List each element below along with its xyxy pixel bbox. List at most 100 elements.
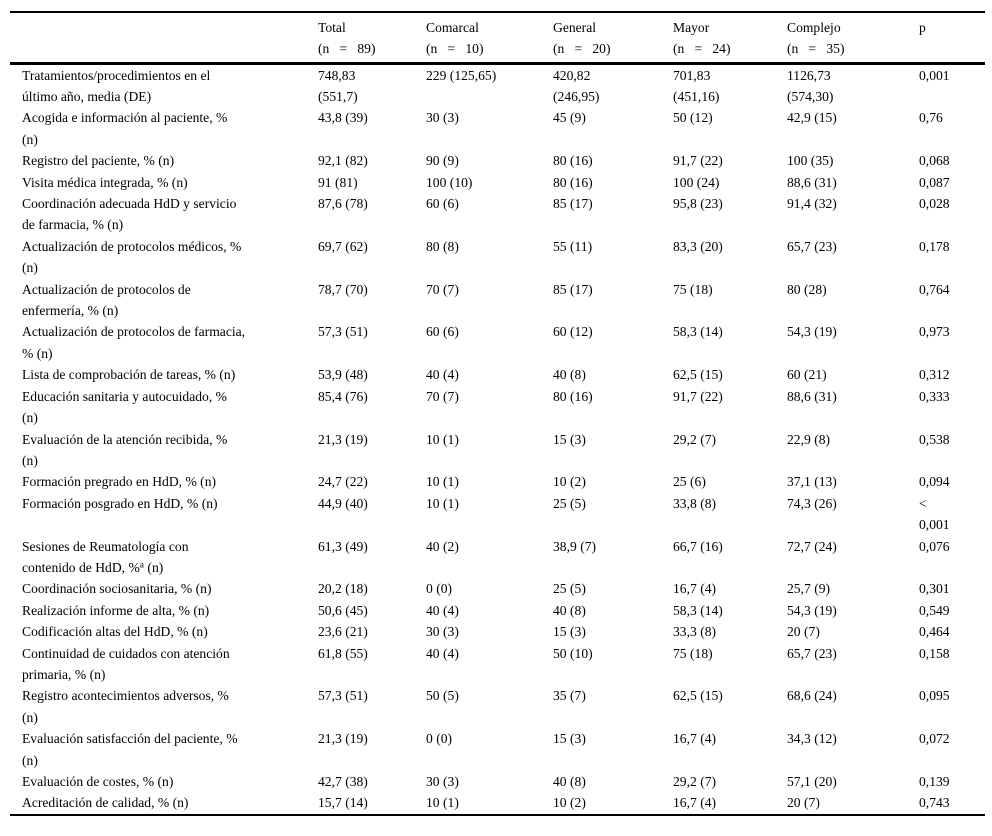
cell-p: 0,178 <box>919 238 950 254</box>
row-label-sup: a <box>139 560 145 571</box>
row-label: Codificación altas del HdD, % (n) <box>10 621 318 642</box>
column-title: p <box>919 20 926 35</box>
cell-p: 0,549 <box>919 602 950 618</box>
table-row: Acogida e información al paciente, % (n)… <box>10 107 985 150</box>
paper-table-container: Total (n = 89) Comarcal (n = 10) General (n… <box>10 11 985 816</box>
row-label-text: Realización informe de alta, % (n) <box>22 602 210 618</box>
row-label: Evaluación de la atención recibida, % (n… <box>10 429 318 472</box>
column-header-general: General (n = 20) <box>553 12 673 65</box>
cell-value: 69,7 (62) <box>318 238 368 254</box>
cell-value: 16,7 (4) <box>673 731 717 747</box>
row-label-text: Actualización de protocolos médicos, % (… <box>22 238 242 276</box>
cell-value: 100 (24) <box>673 174 720 190</box>
cell-value: 60 (21) <box>787 367 827 383</box>
table-row: Tratamientos/procedimientos en el último… <box>10 63 985 107</box>
table-row: Evaluación de la atención recibida, % (n… <box>10 429 985 472</box>
row-label: Formación posgrado en HdD, % (n) <box>10 493 318 536</box>
cell-value: 53,9 (48) <box>318 367 368 383</box>
cell-value: 701,83 (451,16) <box>673 67 720 104</box>
row-label: Actualización de protocolos médicos, % (… <box>10 236 318 279</box>
cell-value: 85,4 (76) <box>318 388 368 404</box>
cell-value: 80 (8) <box>426 238 459 254</box>
cell-value: 30 (3) <box>426 110 459 126</box>
row-label-text: Registro acontecimientos adversos, % (n) <box>22 688 229 725</box>
cell-value: 100 (10) <box>426 174 473 190</box>
cell-value: 0 (0) <box>426 581 453 597</box>
table-row: Actualización de protocolos de farmacia,… <box>10 321 985 364</box>
cell-value: 50 (5) <box>426 688 459 704</box>
cell-value: 38,9 (7) <box>553 538 597 554</box>
row-label-text: Tratamientos/procedimientos en el último… <box>22 67 211 104</box>
table-row: Evaluación satisfacción del paciente, % … <box>10 728 985 771</box>
cell-p: 0,538 <box>919 431 950 447</box>
row-label-text: Registro del paciente, % (n) <box>22 153 175 169</box>
cell-value: 74,3 (26) <box>787 495 837 511</box>
column-title: Comarcal <box>426 20 479 35</box>
column-header-p: p <box>919 12 985 65</box>
table-row: Formación pregrado en HdD, % (n) 24,7 (22… <box>10 471 985 492</box>
column-header-total: Total (n = 89) <box>318 12 426 65</box>
row-label: Coordinación sociosanitaria, % (n) <box>10 578 318 599</box>
table-row: Sesiones de Reumatología con contenido d… <box>10 536 985 579</box>
row-label-text: Formación posgrado en HdD, % (n) <box>22 495 218 511</box>
cell-value: 65,7 (23) <box>787 238 837 254</box>
cell-value: 44,9 (40) <box>318 495 368 511</box>
table-row: Coordinación adecuada HdD y servicio de … <box>10 193 985 236</box>
cell-value: 34,3 (12) <box>787 731 837 747</box>
cell-value: 80 (16) <box>553 388 593 404</box>
row-label-text: Evaluación de costes, % (n) <box>22 774 174 789</box>
cell-p: 0,301 <box>919 581 950 597</box>
cell-value: 25 (6) <box>673 474 706 490</box>
cell-value: 0 (0) <box>426 731 453 747</box>
cell-p: 0,464 <box>919 624 950 640</box>
cell-value: 15 (3) <box>553 431 586 447</box>
cell-p: 0,333 <box>919 388 950 404</box>
cell-value: 70 (7) <box>426 281 459 297</box>
cell-value: 748,83 (551,7) <box>318 67 358 104</box>
column-title: Complejo <box>787 20 841 35</box>
cell-value: 54,3 (19) <box>787 324 837 340</box>
cell-value: 60 (12) <box>553 324 593 340</box>
cell-p: 0,072 <box>919 731 950 747</box>
cell-value: 10 (2) <box>553 474 586 490</box>
cell-p: 0,094 <box>919 474 950 490</box>
cell-value: 50 (12) <box>673 110 713 126</box>
cell-value: 88,6 (31) <box>787 174 837 190</box>
cell-value: 57,3 (51) <box>318 688 368 704</box>
cell-value: 57,1 (20) <box>787 774 837 789</box>
cell-value: 100 (35) <box>787 153 834 169</box>
row-label-text: Actualización de protocolos de enfermerí… <box>22 281 191 319</box>
row-label: Lista de comprobación de tareas, % (n) <box>10 364 318 385</box>
cell-value: 29,2 (7) <box>673 431 717 447</box>
row-label-text: Sesiones de Reumatología con contenido d… <box>22 538 189 575</box>
row-label: Evaluación satisfacción del paciente, % … <box>10 728 318 771</box>
row-label: Registro del paciente, % (n) <box>10 150 318 171</box>
row-label-text: Coordinación sociosanitaria, % (n) <box>22 581 212 597</box>
cell-p: 0,001 <box>919 67 950 83</box>
row-label-text: Codificación altas del HdD, % (n) <box>22 624 208 640</box>
row-label-text: Lista de comprobación de tareas, % (n) <box>22 367 236 383</box>
cell-value: 50 (10) <box>553 645 593 661</box>
table-row: Continuidad de cuidados con atención pri… <box>10 643 985 686</box>
row-label: Continuidad de cuidados con atención pri… <box>10 643 318 686</box>
cell-value: 43,8 (39) <box>318 110 368 126</box>
cell-p: 0,076 <box>919 538 950 554</box>
row-label: Tratamientos/procedimientos en el último… <box>10 63 318 107</box>
row-label: Registro acontecimientos adversos, % (n) <box>10 685 318 728</box>
cell-value: 85 (17) <box>553 281 593 297</box>
cell-value: 91 (81) <box>318 174 358 190</box>
cell-value: 25,7 (9) <box>787 581 831 597</box>
study-results-table: Total (n = 89) Comarcal (n = 10) General (n… <box>10 11 985 816</box>
table-header: Total (n = 89) Comarcal (n = 10) General (n… <box>10 12 985 65</box>
cell-value: 21,3 (19) <box>318 431 368 447</box>
cell-value: 29,2 (7) <box>673 774 717 789</box>
cell-value: 42,7 (38) <box>318 774 368 789</box>
cell-value: 87,6 (78) <box>318 196 368 212</box>
cell-value: 15 (3) <box>553 624 586 640</box>
row-label: Sesiones de Reumatología con contenido d… <box>10 536 318 579</box>
column-header-comarcal: Comarcal (n = 10) <box>426 12 553 65</box>
cell-value: 54,3 (19) <box>787 602 837 618</box>
cell-value: 42,9 (15) <box>787 110 837 126</box>
row-label-suffix: (n) <box>144 559 164 575</box>
cell-value: 88,6 (31) <box>787 388 837 404</box>
